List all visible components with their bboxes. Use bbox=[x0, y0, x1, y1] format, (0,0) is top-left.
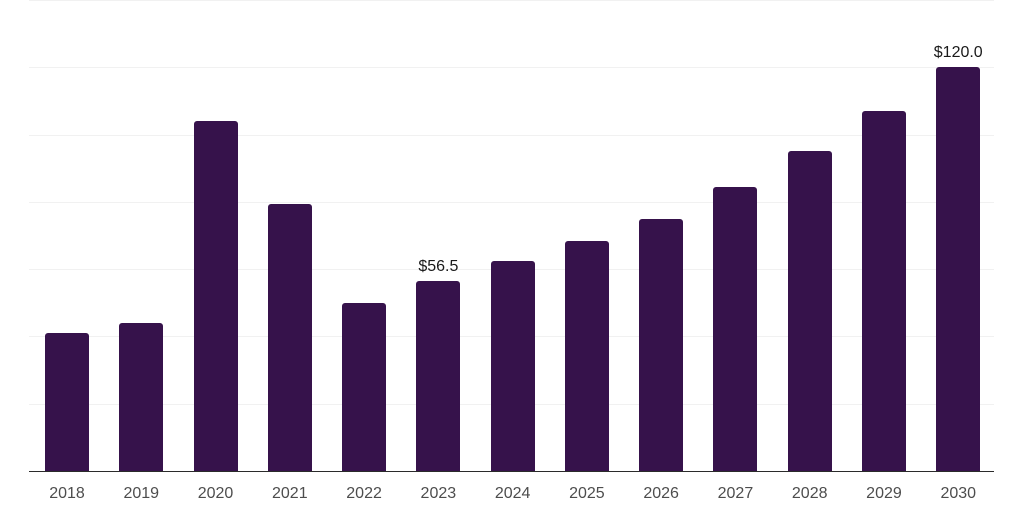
bar-2020 bbox=[193, 121, 238, 471]
bar-2019 bbox=[119, 322, 164, 471]
gridline-120 bbox=[29, 67, 994, 69]
bar-2025 bbox=[564, 240, 609, 471]
gridline-80 bbox=[29, 201, 994, 203]
bar-2030 bbox=[936, 67, 981, 471]
bar-2027 bbox=[713, 186, 758, 471]
bar-2024 bbox=[490, 260, 535, 471]
x-tick-2027: 2027 bbox=[717, 485, 754, 502]
x-tick-2026: 2026 bbox=[643, 485, 679, 502]
x-tick-2020: 2020 bbox=[197, 485, 234, 502]
data-label-2023: $56.5 bbox=[418, 257, 459, 275]
x-axis-line bbox=[29, 471, 994, 472]
x-tick-2024: 2024 bbox=[494, 485, 531, 502]
x-tick-2021: 2021 bbox=[272, 485, 308, 502]
data-label-2030: $120.0 bbox=[933, 44, 983, 62]
x-tick-2030: 2030 bbox=[940, 485, 977, 502]
gridline-100 bbox=[29, 134, 994, 136]
x-tick-2023: 2023 bbox=[420, 485, 457, 502]
x-tick-2028: 2028 bbox=[791, 485, 828, 502]
bar-2028 bbox=[787, 151, 832, 471]
gridline-140 bbox=[29, 0, 994, 1]
x-tick-2018: 2018 bbox=[49, 485, 85, 502]
bar-2022 bbox=[342, 302, 387, 471]
bar-2023 bbox=[416, 280, 461, 471]
x-tick-2022: 2022 bbox=[346, 485, 382, 502]
bar-2026 bbox=[639, 218, 684, 471]
x-tick-2029: 2029 bbox=[866, 485, 902, 502]
bar-2029 bbox=[861, 111, 906, 471]
x-tick-2025: 2025 bbox=[569, 485, 605, 502]
bar-2018 bbox=[45, 333, 89, 471]
x-tick-2019: 2019 bbox=[123, 485, 160, 502]
plot-area: $56.5 $120.0 bbox=[29, 0, 994, 472]
bar-2021 bbox=[267, 203, 312, 471]
